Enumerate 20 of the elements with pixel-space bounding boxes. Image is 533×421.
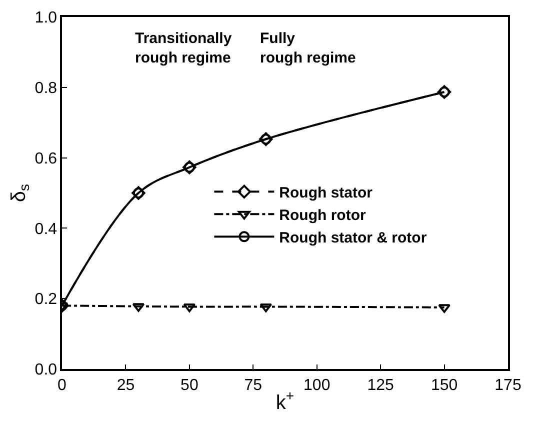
x-tick-label: 125 [367,376,394,394]
y-tick-label: 0.8 [34,80,58,97]
y-tick-label: 0.2 [34,291,58,308]
y-tick-label: 0.0 [34,362,58,379]
legend-label: Rough stator & rotor [279,230,427,246]
y-tick-label: 0.4 [34,220,58,238]
y-tick-label: 0.6 [34,150,58,168]
annotation: Transitionally rough regime [135,30,232,66]
x-axis-title: k$^{+}$ [276,388,294,414]
legend-label: Rough stator [279,184,373,202]
y-tick-label: 1.0 [34,10,58,27]
x-tick-label: 75 [244,376,262,394]
x-tick-label: 150 [430,376,458,394]
annotation: Fully rough regime [260,30,356,66]
x-tick-label: 25 [116,376,135,394]
x-tick-label: 175 [494,376,522,394]
x-tick-label: 100 [304,376,330,394]
x-tick-label: 0 [58,376,67,394]
x-tick-label: 50 [180,376,198,394]
legend-label: Rough rotor [279,207,366,224]
